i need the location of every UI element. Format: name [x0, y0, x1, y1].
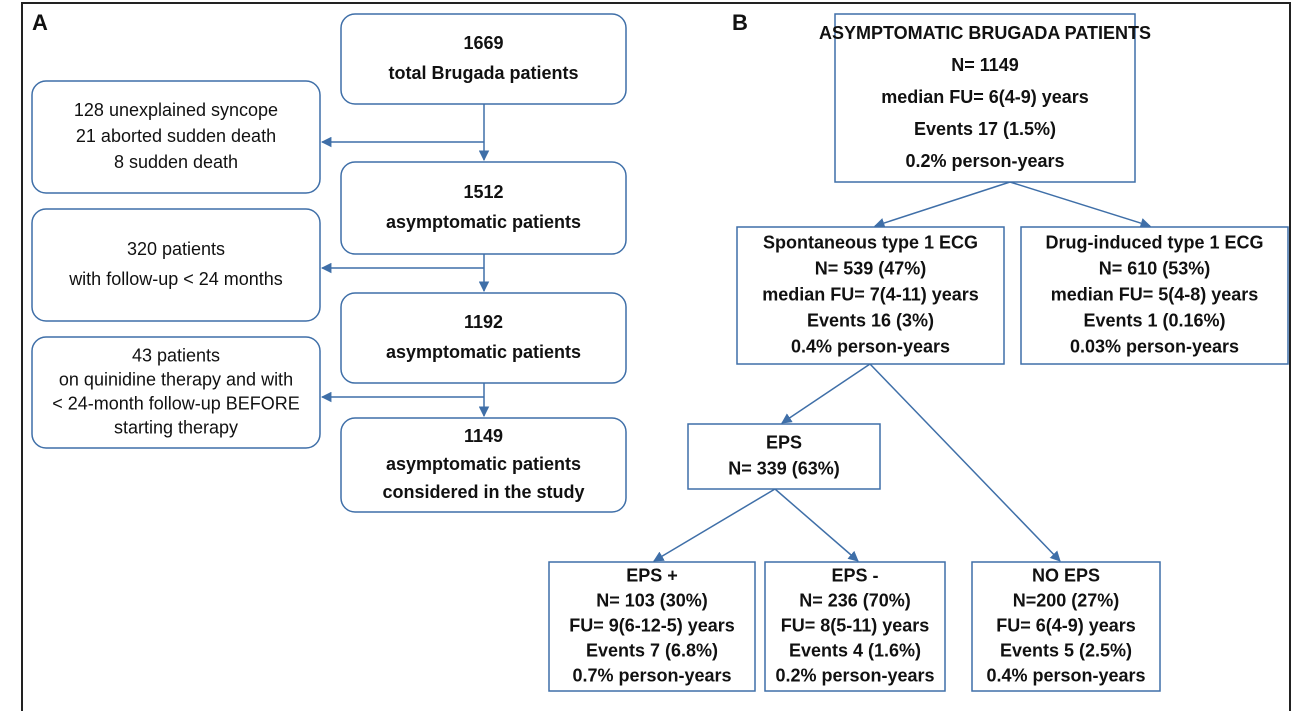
box-text: N= 236 (70%) — [799, 590, 911, 610]
box-text: 1512 — [463, 182, 503, 202]
box-text: FU= 8(5-11) years — [781, 615, 930, 635]
box-text: Events 5 (2.5%) — [1000, 640, 1132, 660]
box-text: FU= 6(4-9) years — [996, 615, 1136, 635]
box — [971, 561, 1161, 692]
box-text: 21 aborted sudden death — [76, 126, 276, 146]
box-text: total Brugada patients — [388, 63, 578, 83]
box-text: 8 sudden death — [114, 152, 238, 172]
box-text: N=200 (27%) — [1013, 590, 1120, 610]
box-text: NO EPS — [1032, 565, 1100, 585]
box-text: median FU= 5(4-8) years — [1051, 284, 1259, 304]
box — [340, 13, 627, 105]
frame — [21, 2, 1291, 711]
box-text: EPS + — [626, 565, 678, 585]
box-text: 0.03% person-years — [1070, 336, 1239, 356]
box-text: on quinidine therapy and with — [59, 369, 293, 389]
box-text: asymptomatic patients — [386, 212, 581, 232]
box — [340, 417, 627, 513]
box-text: Events 7 (6.8%) — [586, 640, 718, 660]
box-text: Spontaneous type 1 ECG — [763, 232, 978, 252]
box-text: < 24-month follow-up BEFORE — [52, 393, 300, 413]
box-text: 0.4% person-years — [791, 336, 950, 356]
box-text: Drug-induced type 1 ECG — [1045, 232, 1263, 252]
box-text: median FU= 7(4-11) years — [762, 284, 979, 304]
box-text: Events 4 (1.6%) — [789, 640, 921, 660]
box-text: Events 1 (0.16%) — [1083, 310, 1225, 330]
box-text: 0.4% person-years — [986, 665, 1145, 685]
box-text: EPS — [766, 432, 802, 452]
box — [548, 561, 756, 692]
box-text: with follow-up < 24 months — [68, 269, 283, 289]
box-text: 128 unexplained syncope — [74, 100, 278, 120]
box-text: 1149 — [464, 426, 503, 446]
box-text: asymptomatic patients — [386, 342, 581, 362]
box-text: 320 patients — [127, 239, 225, 259]
box-text: 0.2% person-years — [775, 665, 934, 685]
box-text: 0.2% person-years — [905, 151, 1064, 171]
box — [736, 226, 1005, 365]
box-text: asymptomatic patients — [386, 454, 581, 474]
box-text: Events 16 (3%) — [807, 310, 934, 330]
box-text: considered in the study — [382, 482, 584, 502]
box-text: N= 339 (63%) — [728, 458, 840, 478]
box-text: 43 patients — [132, 345, 220, 365]
box-text: median FU= 6(4-9) years — [881, 87, 1089, 107]
box-text: FU= 9(6-12-5) years — [569, 615, 735, 635]
box-text: starting therapy — [114, 417, 238, 437]
box-text: ASYMPTOMATIC BRUGADA PATIENTS — [819, 23, 1151, 43]
box-text: N= 1149 — [951, 55, 1019, 75]
box-text: N= 539 (47%) — [815, 258, 927, 278]
box-text: 1669 — [463, 33, 503, 53]
box — [31, 336, 321, 449]
box — [1020, 226, 1289, 365]
panel-label: B — [732, 10, 748, 35]
box-text: N= 610 (53%) — [1099, 258, 1211, 278]
box — [31, 80, 321, 194]
box — [31, 208, 321, 322]
box — [340, 292, 627, 384]
box — [687, 423, 881, 490]
box — [340, 161, 627, 255]
box — [834, 13, 1136, 183]
box-text: Events 17 (1.5%) — [914, 119, 1056, 139]
box — [764, 561, 946, 692]
box-text: 0.7% person-years — [572, 665, 731, 685]
box-text: N= 103 (30%) — [596, 590, 708, 610]
box-text: 1192 — [464, 312, 503, 332]
connectors — [320, 104, 1152, 562]
box-text: EPS - — [831, 565, 878, 585]
panel-label: A — [32, 10, 48, 35]
